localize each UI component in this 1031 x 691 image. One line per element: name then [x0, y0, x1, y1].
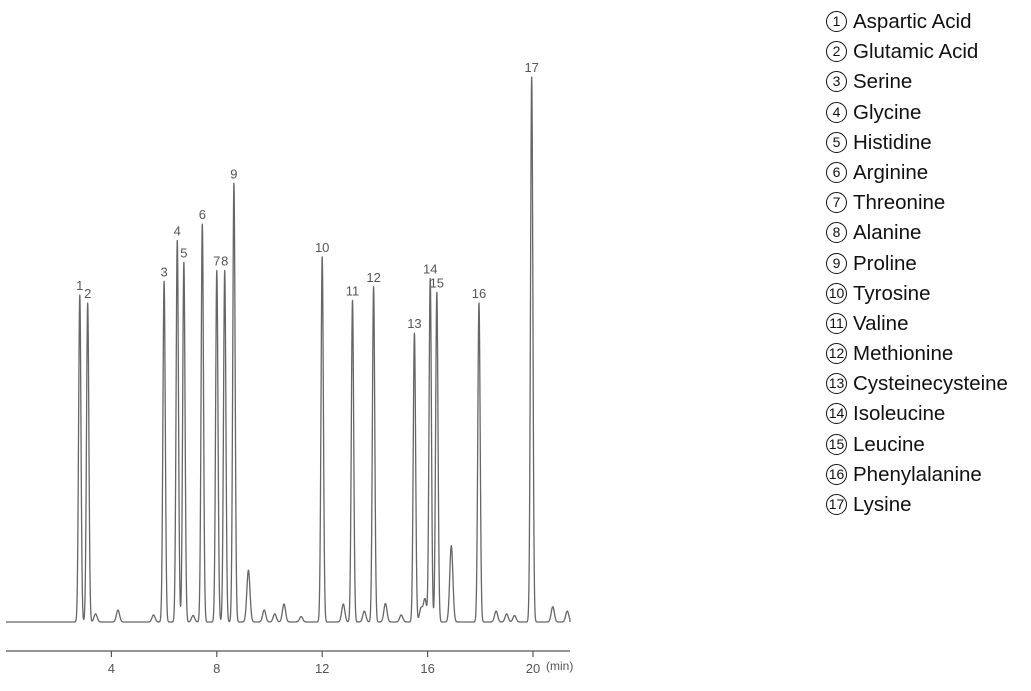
legend-label: Aspartic Acid [853, 10, 972, 33]
legend-item: 5 Histidine [826, 129, 1008, 159]
legend-item: 4 Glycine [826, 99, 1008, 129]
legend-marker: 4 [826, 101, 847, 123]
x-tick-label: 12 [315, 661, 329, 676]
legend-label: Alanine [853, 221, 922, 245]
peak-label-12: 12 [366, 270, 380, 285]
legend-marker: 11 [826, 312, 847, 334]
legend-label: Cysteinecysteine [853, 372, 1008, 396]
x-axis-unit-label: (min) [546, 659, 573, 673]
peak-label-4: 4 [174, 224, 181, 239]
legend-label: Isoleucine [853, 402, 946, 426]
legend-item: 9 Proline [826, 250, 1008, 280]
legend-item: 13 Cysteinecysteine [826, 370, 1008, 400]
legend-marker: 16 [826, 463, 847, 485]
legend-marker: 10 [826, 282, 847, 304]
x-axis-ticks: 4 8 12 16 20 [108, 651, 540, 676]
legend-label: Proline [853, 251, 917, 275]
legend-marker: 9 [826, 252, 847, 274]
legend-marker: 8 [826, 222, 847, 244]
legend-label: Leucine [853, 432, 925, 456]
legend-label: Lysine [853, 493, 912, 516]
compound-legend: 1 Aspartic Acid 2 Glutamic Acid 3 Serine 4 Glyc… [826, 8, 1008, 521]
legend-label: Glutamic Acid [853, 40, 979, 64]
peak-label-16: 16 [472, 286, 486, 301]
legend-marker: 2 [826, 41, 847, 63]
legend-label: Threonine [853, 191, 946, 215]
legend-item: 10 Tyrosine [826, 280, 1008, 310]
x-tick-label: 4 [108, 661, 115, 676]
legend-marker: 3 [826, 71, 847, 93]
legend-label: Methionine [853, 342, 954, 366]
legend-label: Valine [853, 311, 909, 335]
peak-label-10: 10 [315, 240, 329, 255]
legend-marker: 6 [826, 161, 847, 183]
legend-marker: 5 [826, 131, 847, 153]
legend-item: 14 Isoleucine [826, 400, 1008, 430]
legend-item: 7 Threonine [826, 189, 1008, 219]
legend-item: 1 Aspartic Acid [826, 8, 1008, 38]
peak-label-5: 5 [180, 245, 187, 260]
peak-label-11: 11 [346, 283, 360, 298]
legend-item: 2 Glutamic Acid [826, 38, 1008, 68]
legend-item: 15 Leucine [826, 431, 1008, 461]
legend-label: Arginine [853, 160, 929, 184]
x-tick-label: 20 [526, 661, 540, 676]
legend-item: 6 Arginine [826, 159, 1008, 189]
legend-marker: 1 [826, 11, 847, 32]
peak-label-2: 2 [84, 286, 91, 301]
legend-label: Glycine [853, 100, 922, 124]
legend-label: Tyrosine [853, 281, 931, 305]
legend-label: Histidine [853, 130, 932, 154]
peak-label-3: 3 [160, 264, 167, 279]
legend-marker: 13 [826, 373, 847, 395]
legend-item: 12 Methionine [826, 340, 1008, 370]
legend-label: Serine [853, 70, 913, 94]
peak-label-17: 17 [524, 60, 538, 75]
legend-marker: 7 [826, 192, 847, 214]
peak-label-7: 7 [213, 253, 220, 268]
legend-marker: 15 [826, 433, 847, 455]
legend-label: Phenylalanine [853, 462, 982, 486]
x-tick-label: 16 [420, 661, 434, 676]
legend-item: 3 Serine [826, 68, 1008, 98]
legend-item: 11 Valine [826, 310, 1008, 340]
legend-item: 8 Alanine [826, 219, 1008, 249]
peak-label-8: 8 [221, 253, 228, 268]
x-tick-label: 8 [213, 661, 220, 676]
peak-label-9: 9 [230, 166, 237, 181]
peak-label-14: 14 [423, 262, 437, 277]
peak-label-15: 15 [430, 275, 444, 290]
peak-label-1: 1 [76, 278, 83, 293]
legend-marker: 12 [826, 343, 847, 365]
legend-item: 16 Phenylalanine [826, 461, 1008, 491]
peak-label-6: 6 [199, 207, 206, 222]
legend-marker: 17 [826, 494, 847, 515]
peak-label-13: 13 [407, 316, 421, 331]
legend-item: 17 Lysine [826, 491, 1008, 521]
legend-marker: 14 [826, 403, 847, 425]
chromatogram-trace [63, 76, 571, 623]
